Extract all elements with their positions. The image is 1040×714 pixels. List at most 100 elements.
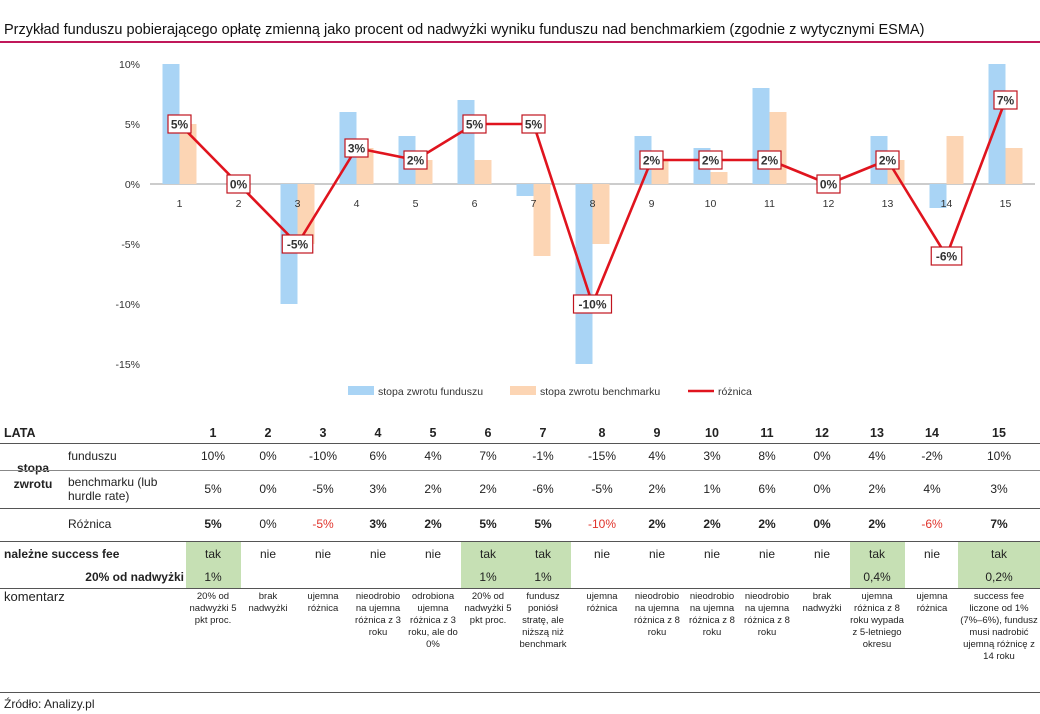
fund-return-cell: -15% <box>587 449 616 463</box>
fund-return-cell: 8% <box>758 449 776 463</box>
success-fee-cell: tak <box>204 547 221 561</box>
benchmark-bar <box>474 160 492 184</box>
x-tick-label: 3 <box>295 198 301 210</box>
benchmark-return-cell: 4% <box>923 482 941 496</box>
fund-return-cell: 0% <box>813 449 831 463</box>
y-tick-label: 5% <box>125 119 140 131</box>
difference-data-label: -6% <box>930 246 963 266</box>
x-tick-label: 2 <box>236 198 242 210</box>
difference-data-label: 5% <box>462 114 487 134</box>
x-tick-label: 4 <box>354 198 360 210</box>
svg-text:-6%: -6% <box>936 250 958 264</box>
svg-text:0%: 0% <box>820 178 838 192</box>
year-header: 8 <box>598 426 606 440</box>
benchmark-return-cell: 0% <box>813 482 831 496</box>
svg-text:różnica: różnica <box>718 386 752 398</box>
fund-return-cell: 10% <box>200 449 226 463</box>
difference-cell: 0% <box>259 517 277 531</box>
svg-text:0%: 0% <box>230 178 248 192</box>
success-fee-cell: nie <box>923 547 940 561</box>
svg-text:2%: 2% <box>702 154 720 168</box>
difference-data-label: 3% <box>344 138 369 158</box>
difference-data-label: -5% <box>281 234 314 254</box>
difference-cell: -5% <box>312 517 334 531</box>
success-highlight <box>849 542 905 588</box>
difference-cell: 2% <box>868 517 886 531</box>
year-header: 2 <box>264 426 272 440</box>
comment-cell: ujemna różnica <box>916 591 948 614</box>
benchmark-bar <box>1005 148 1023 184</box>
difference-data-label: 2% <box>639 150 664 170</box>
fund-return-cell: -1% <box>532 449 554 463</box>
fund-return-cell: 7% <box>479 449 497 463</box>
fund-return-cell: -2% <box>921 449 943 463</box>
x-tick-label: 1 <box>177 198 183 210</box>
success-fee-cell: nie <box>369 547 386 561</box>
difference-data-label: 2% <box>698 150 723 170</box>
difference-cell: 2% <box>424 517 442 531</box>
comment-cell: nieodrobio na ujemna różnica z 3 roku <box>355 591 401 638</box>
fund-return-cell: 4% <box>424 449 442 463</box>
success-fee-cell: tak <box>990 547 1007 561</box>
difference-data-label: 5% <box>521 114 546 134</box>
legend-item: różnica <box>688 386 752 398</box>
difference-data-label: 0% <box>226 174 251 194</box>
year-header: 5 <box>429 426 437 440</box>
svg-text:stopa zwrotu benchmarku: stopa zwrotu benchmarku <box>540 386 660 398</box>
comment-cell: ujemna różnica <box>586 591 618 614</box>
year-header: 7 <box>539 426 547 440</box>
y-tick-label: -15% <box>115 359 140 371</box>
x-tick-label: 14 <box>941 198 953 210</box>
difference-cell: -10% <box>587 517 616 531</box>
success-fee-cell: tak <box>534 547 551 561</box>
benchmark-return-cell: 1% <box>703 482 721 496</box>
difference-data-label: 5% <box>167 114 192 134</box>
year-header: 11 <box>760 426 774 440</box>
x-tick-label: 12 <box>823 198 835 210</box>
year-header: 3 <box>319 426 327 440</box>
comment-cell: ujemna różnica z 8 roku wypada z 5-letni… <box>850 591 904 650</box>
comment-cell: brak nadwyżki <box>248 591 288 614</box>
benchmark-return-cell: 2% <box>424 482 442 496</box>
legend-item: stopa zwrotu benchmarku <box>510 386 660 398</box>
year-header: 14 <box>925 426 939 440</box>
x-tick-label: 15 <box>1000 198 1012 210</box>
benchmark-return-cell: 2% <box>479 482 497 496</box>
difference-cell: 5% <box>534 517 552 531</box>
fund-return-cell: 3% <box>703 449 721 463</box>
x-tick-label: 5 <box>413 198 419 210</box>
difference-cell: 0% <box>813 517 831 531</box>
benchmark-bar <box>946 136 964 184</box>
chart: 1 2 3 4 5 6 7 8 9 10 11 12 13 14 15 5%0%-5%3%2%5% 5%-10… <box>115 59 1035 398</box>
fund-bar <box>752 88 770 184</box>
fund-bar <box>929 184 947 208</box>
fund-return-cell: 4% <box>648 449 666 463</box>
comment-cell: nieodrobio na ujemna różnica z 8 roku <box>744 591 790 638</box>
benchmark-row-label: benchmarku (lub hurdle rate) <box>68 475 158 503</box>
difference-data-label: 7% <box>993 90 1018 110</box>
benchmark-bar <box>710 172 728 184</box>
comment-cell: fundusz poniósł stratę, ale niższą niż b… <box>519 591 567 650</box>
fund-return-cell: 4% <box>868 449 886 463</box>
difference-cell: 5% <box>204 517 222 531</box>
year-header: 13 <box>870 426 884 440</box>
svg-text:2%: 2% <box>761 154 779 168</box>
row-rule <box>0 692 1040 693</box>
fee-percent-cell: 1% <box>534 570 552 584</box>
fund-row-label: funduszu <box>68 449 117 463</box>
benchmark-bar <box>769 112 787 184</box>
chart-title: Przykład funduszu pobierającego opłatę z… <box>4 22 925 38</box>
year-header: 9 <box>653 426 661 440</box>
year-header: 1 <box>209 426 217 440</box>
fund-return-cell: 6% <box>369 449 387 463</box>
row-rule <box>0 508 1040 509</box>
fund-bar <box>516 184 534 196</box>
benchmark-bar <box>179 124 197 184</box>
row-rule <box>0 470 1040 471</box>
difference-row-label: Różnica <box>68 517 112 531</box>
difference-data-label: 2% <box>875 150 900 170</box>
svg-text:3%: 3% <box>348 142 366 156</box>
comment-cell: success fee liczone od 1% (7%–6%), fundu… <box>960 591 1038 662</box>
benchmark-return-cell: -6% <box>532 482 554 496</box>
svg-text:stopa zwrotu funduszu: stopa zwrotu funduszu <box>378 386 483 398</box>
